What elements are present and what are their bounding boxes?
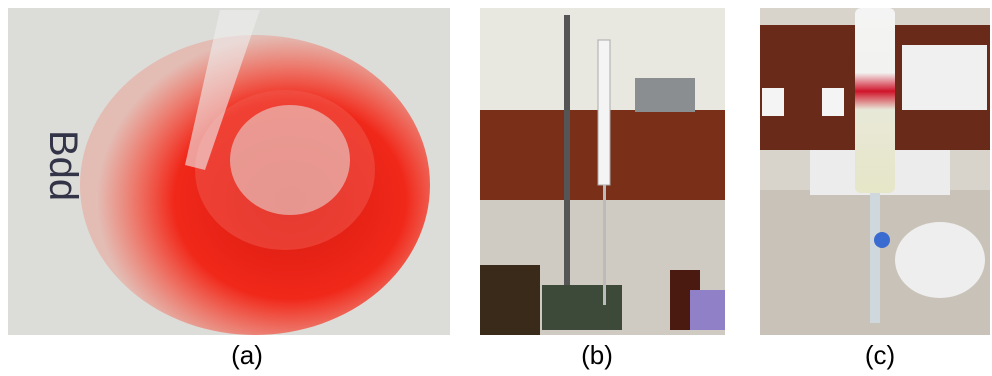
figure: Bdd (a) (b) (c): [0, 0, 992, 371]
photo-c: [760, 8, 990, 335]
beaker-marking: Bdd: [41, 130, 85, 201]
panel-label: (c): [865, 340, 895, 370]
page: Bdd (a) (b) (c) (() => { const data = JS…: [0, 0, 992, 371]
panel-label: (a): [231, 340, 263, 370]
panel-label: (b): [581, 340, 613, 370]
photo-a: Bdd: [8, 8, 450, 335]
photo-b: [480, 8, 725, 335]
